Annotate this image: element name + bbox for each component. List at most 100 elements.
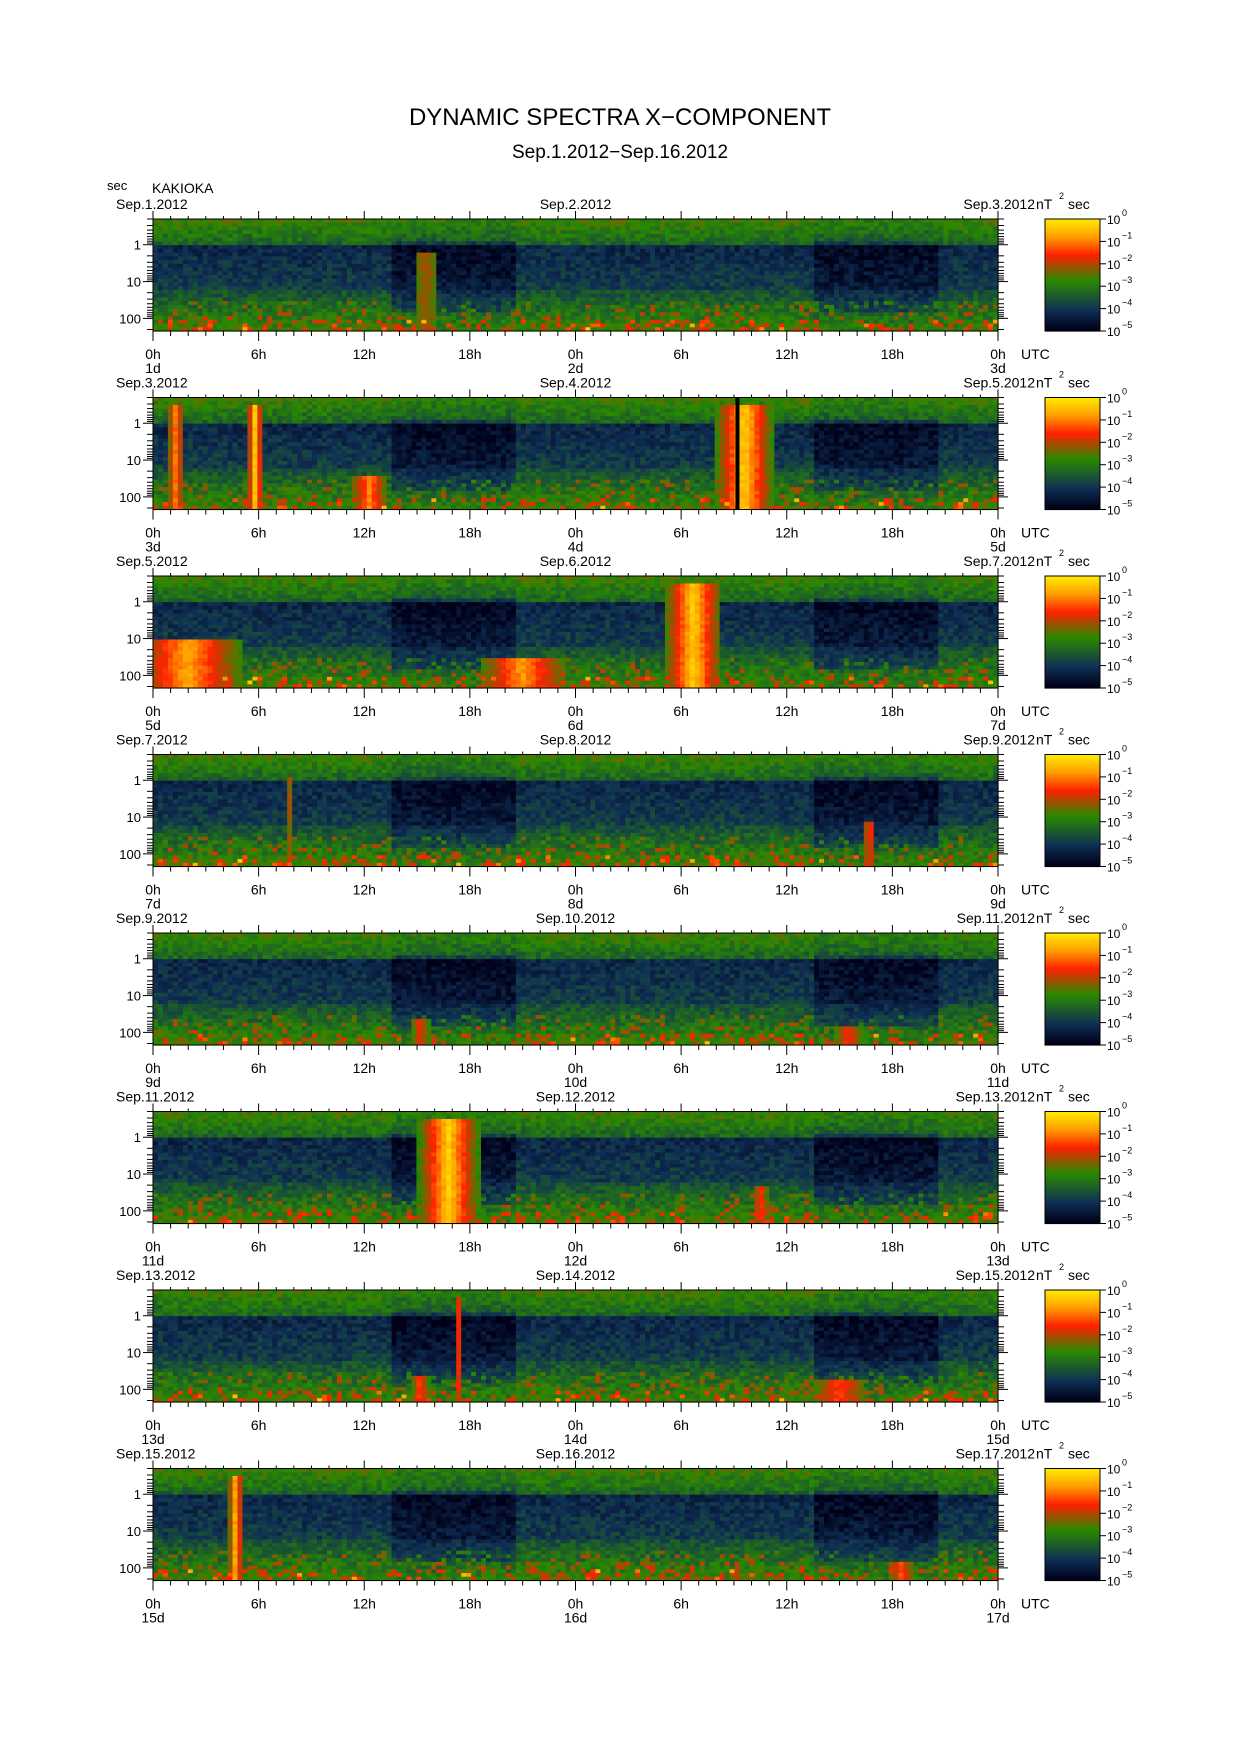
spectrogram-cell (203, 271, 209, 275)
spectrogram-cell (526, 260, 532, 264)
spectrogram-cell (511, 286, 517, 290)
spectrogram-cell (546, 249, 552, 253)
spectrogram-cell (476, 249, 482, 253)
spectrogram-cell (650, 241, 656, 245)
spectrogram-cell (407, 297, 413, 301)
spectrogram-cell (327, 282, 333, 286)
spectrogram-cell (168, 294, 174, 298)
spectrogram-cell (287, 301, 293, 305)
spectrogram-cell (292, 279, 298, 283)
spectrogram-cell (640, 316, 646, 320)
spectrogram-cell (476, 290, 482, 294)
spectrogram-cell (571, 268, 577, 272)
spectrogram-cell (531, 297, 537, 301)
spectrogram-cell (247, 275, 253, 279)
spectrogram-cell (585, 320, 591, 324)
spectrogram-cell (213, 294, 219, 298)
spectrogram-cell (257, 309, 263, 313)
spectrogram-cell (670, 238, 676, 242)
spectrogram-cell (377, 316, 383, 320)
spectrogram-cell (665, 253, 671, 257)
spectrogram-cell (416, 253, 422, 257)
spectrogram-cell (272, 238, 278, 242)
spectrogram-cell (625, 275, 631, 279)
spectrogram-cell (461, 282, 467, 286)
spectrogram-cell (630, 253, 636, 257)
spectrogram-cell (337, 290, 343, 294)
spectrogram-cell (431, 309, 437, 313)
spectrogram-cell (546, 312, 552, 316)
spectrogram-cell (590, 275, 596, 279)
spectrogram-cell (610, 230, 616, 234)
spectrogram-cell (660, 253, 666, 257)
spectrogram-cell (441, 275, 447, 279)
spectrogram-cell (242, 230, 248, 234)
spectrogram-cell (307, 268, 313, 272)
spectrogram-cell (610, 297, 616, 301)
spectrogram-cell (282, 320, 288, 324)
spectrogram-cell (372, 226, 378, 230)
spectrogram-cell (242, 312, 248, 316)
spectrogram-cell (501, 275, 507, 279)
spectrogram-cell (238, 279, 244, 283)
spectrogram-cell (536, 301, 542, 305)
spectrogram-cell (456, 260, 462, 264)
spectrogram-cell (516, 230, 522, 234)
spectrogram-cell (337, 324, 343, 328)
spectrogram-cell (585, 294, 591, 298)
spectrogram-cell (610, 290, 616, 294)
spectrogram-cell (615, 316, 621, 320)
spectrogram-cell (546, 282, 552, 286)
spectrogram-cell (158, 268, 164, 272)
spectrogram-cell (297, 282, 303, 286)
spectrogram-cell (546, 253, 552, 257)
spectrogram-cell (516, 320, 522, 324)
spectrogram-cell (287, 316, 293, 320)
spectrogram-cell (357, 324, 363, 328)
spectrogram-cell (580, 290, 586, 294)
spectrogram-cell (625, 294, 631, 298)
spectrogram-cell (526, 271, 532, 275)
spectrogram-cell (173, 279, 179, 283)
spectrogram-cell (605, 234, 611, 238)
spectrogram-cell (218, 275, 224, 279)
spectrogram-cell (546, 309, 552, 313)
spectrogram-cell (352, 241, 358, 245)
spectrogram-cell (466, 275, 472, 279)
spectrogram-cell (397, 223, 403, 227)
spectrogram-cell (357, 241, 363, 245)
spectrogram-cell (625, 245, 631, 249)
spectrogram-cell (630, 324, 636, 328)
spectrogram-cell (377, 245, 383, 249)
spectrogram-cell (272, 260, 278, 264)
spectrogram-cell (655, 238, 661, 242)
spectrogram-cell (158, 305, 164, 309)
spectrogram-cell (272, 271, 278, 275)
spectrogram-cell (521, 238, 527, 242)
spectrogram-cell (178, 282, 184, 286)
spectrogram-cell (461, 301, 467, 305)
spectrogram-cell (595, 260, 601, 264)
spectrogram-cell (551, 260, 557, 264)
spectrogram-cell (585, 290, 591, 294)
spectrogram-cell (282, 238, 288, 242)
spectrogram-cell (158, 297, 164, 301)
spectrogram-cell (506, 245, 512, 249)
spectrogram-cell (521, 312, 527, 316)
spectrogram-cell (387, 241, 393, 245)
spectrogram-cell (342, 312, 348, 316)
spectrogram-cell (610, 275, 616, 279)
spectrogram-cell (421, 260, 427, 264)
spectrogram-cell (337, 320, 343, 324)
spectrogram-cell (421, 309, 427, 313)
spectrogram-cell (481, 241, 487, 245)
spectrogram-cell (178, 294, 184, 298)
spectrogram-cell (238, 324, 244, 328)
spectrogram-cell (511, 256, 517, 260)
spectrogram-cell (362, 301, 368, 305)
spectrogram-cell (551, 268, 557, 272)
spectrogram-cell (511, 219, 517, 223)
spectrogram-cell (277, 241, 283, 245)
spectrogram-cell (357, 234, 363, 238)
